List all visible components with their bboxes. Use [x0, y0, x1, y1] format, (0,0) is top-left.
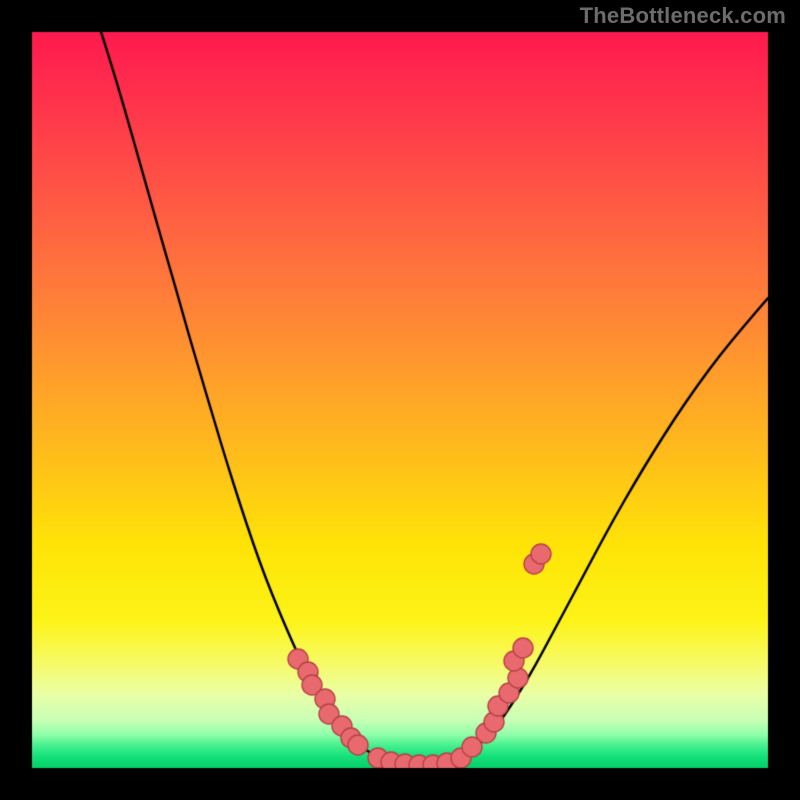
chart-stage: TheBottleneck.com [0, 0, 800, 800]
watermark-text: TheBottleneck.com [580, 3, 786, 29]
bottleneck-v-curve-chart [0, 0, 800, 800]
